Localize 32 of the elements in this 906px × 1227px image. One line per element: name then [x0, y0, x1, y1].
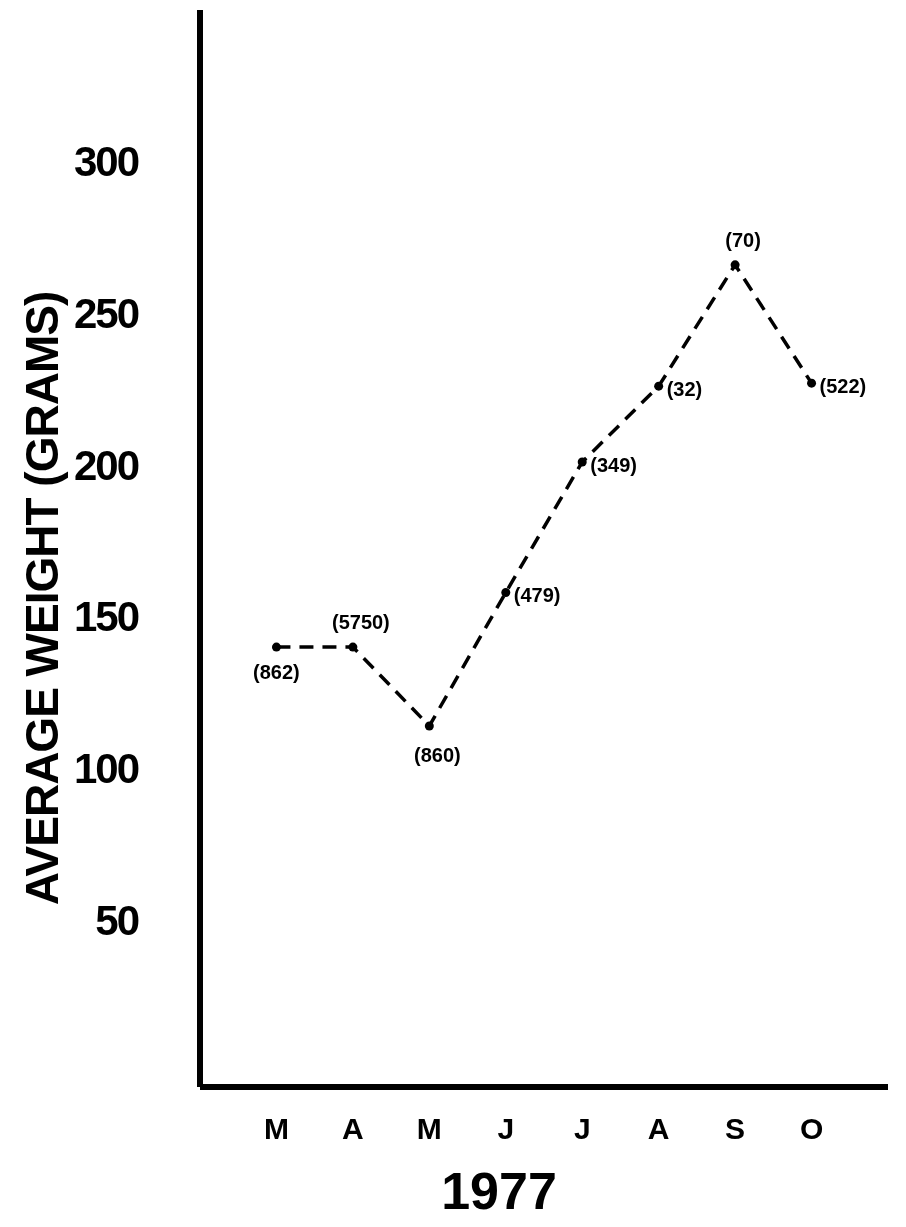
annotation: (349) [590, 454, 637, 477]
annotation: (5750) [331, 611, 390, 634]
annotation: (479) [513, 584, 561, 607]
annotation: (862) [253, 661, 300, 684]
point [271, 642, 281, 652]
x-tick-label: J [497, 1112, 515, 1145]
x-tick-label: A [342, 1112, 364, 1145]
annotation: (860) [413, 743, 461, 766]
y-axis-title: AVERAGE WEIGHT (GRAMS) [16, 291, 68, 906]
point [348, 642, 358, 652]
annotation: (70) [725, 228, 761, 251]
y-tick-label: 200 [73, 441, 139, 489]
x-tick-label: J [573, 1112, 591, 1145]
x-tick-label: A [647, 1112, 670, 1145]
y-tick-label: 250 [73, 290, 139, 338]
point [730, 260, 740, 270]
annotation: (32) [666, 378, 703, 401]
x-tick-label: O [799, 1112, 824, 1145]
y-tick-label: 100 [73, 745, 139, 793]
point [807, 378, 817, 388]
x-tick-label: M [263, 1112, 289, 1145]
point [577, 457, 587, 467]
x-axis-title: 1977 [441, 1162, 557, 1220]
x-tick-label: M [416, 1112, 442, 1145]
point [654, 381, 664, 391]
y-tick-label: 50 [95, 896, 139, 944]
x-tick-label: S [725, 1112, 746, 1145]
point [424, 721, 434, 731]
y-tick-label: 150 [73, 593, 139, 641]
y-tick-label: 300 [73, 138, 139, 186]
point [501, 587, 511, 597]
annotation: (522) [819, 375, 867, 398]
